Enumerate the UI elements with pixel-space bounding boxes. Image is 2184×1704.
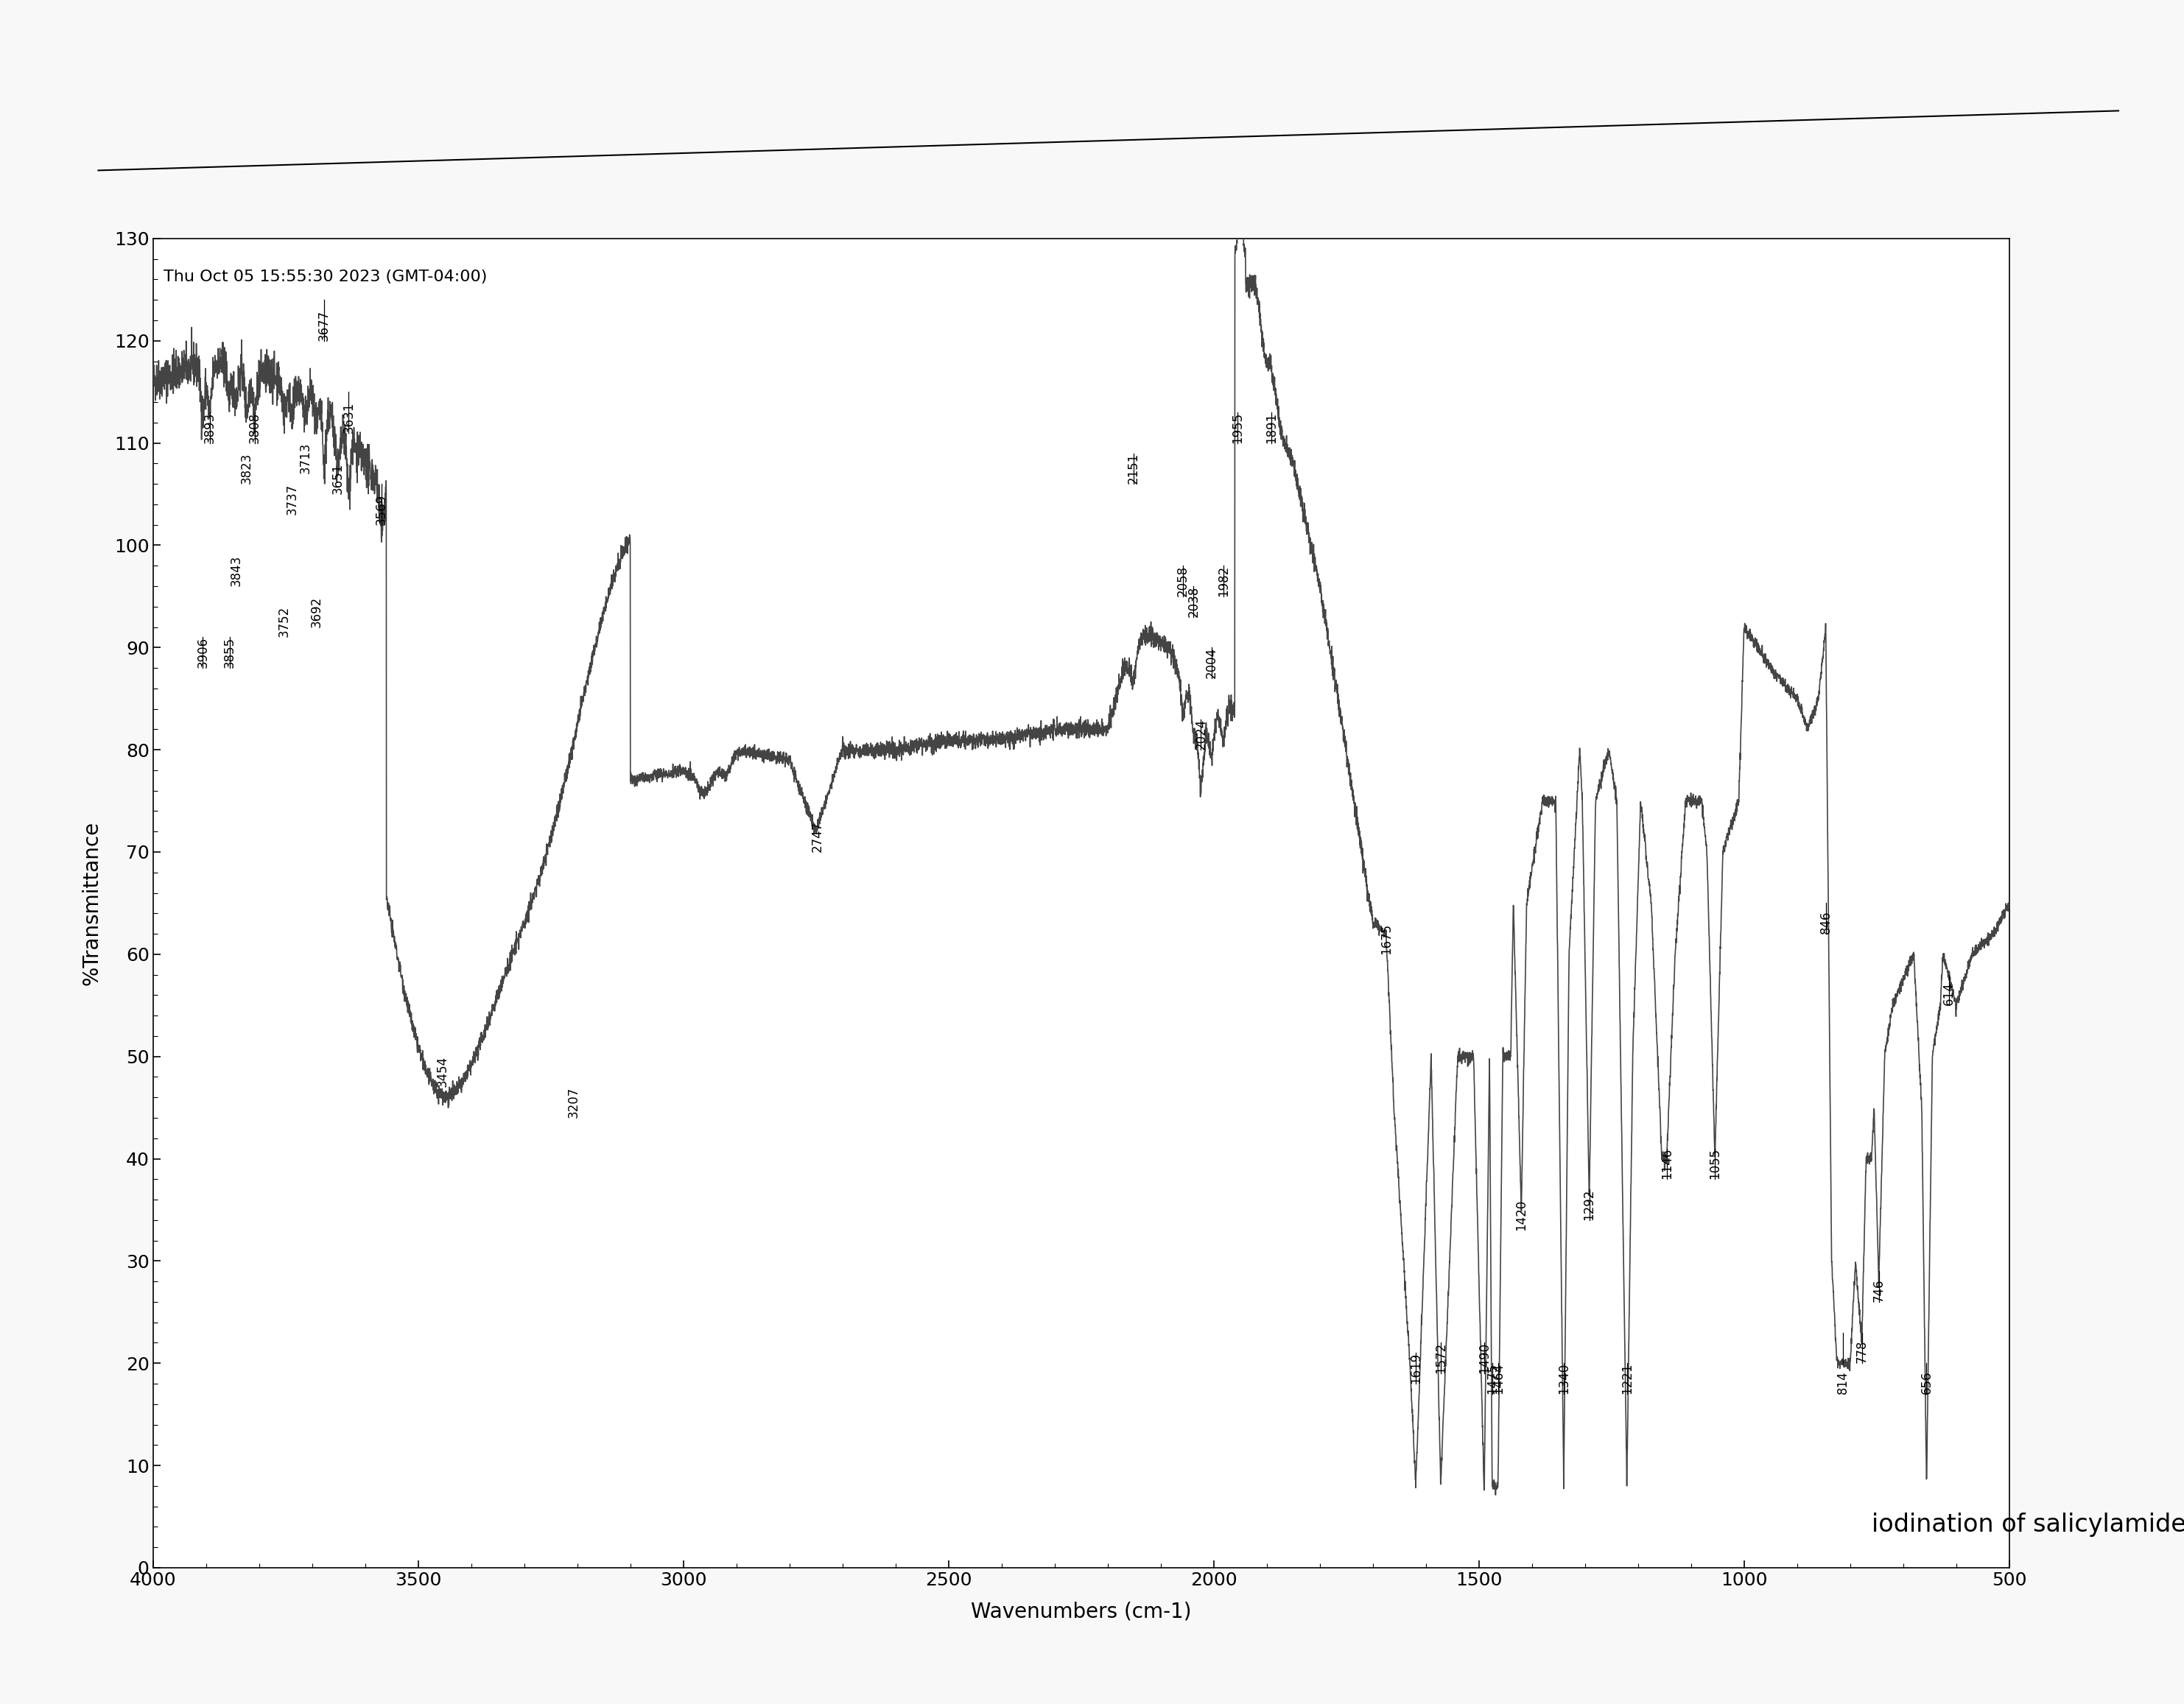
- Text: 3808: 3808: [249, 412, 262, 443]
- Text: 3677: 3677: [317, 310, 330, 341]
- Text: 746: 746: [1872, 1278, 1885, 1302]
- Text: 2058: 2058: [1177, 566, 1190, 596]
- Text: 3906: 3906: [197, 637, 210, 668]
- Text: 2024: 2024: [1195, 719, 1208, 750]
- Text: 846: 846: [1819, 910, 1832, 934]
- Text: 3855: 3855: [223, 637, 236, 668]
- Text: 3843: 3843: [229, 556, 242, 586]
- Text: 3737: 3737: [286, 484, 299, 515]
- Text: 3713: 3713: [299, 443, 312, 474]
- Text: 814: 814: [1837, 1370, 1850, 1394]
- Text: 3651: 3651: [332, 463, 345, 494]
- Text: 2038: 2038: [1186, 586, 1201, 617]
- Text: 1891: 1891: [1265, 412, 1278, 443]
- Text: iodination of salicylamide product IR spectrum: iodination of salicylamide product IR sp…: [1872, 1513, 2184, 1537]
- Text: 3569: 3569: [376, 494, 389, 525]
- Text: 1619: 1619: [1409, 1353, 1422, 1384]
- Text: 1955: 1955: [1232, 412, 1245, 443]
- Text: 2151: 2151: [1127, 453, 1140, 484]
- Text: 1982: 1982: [1216, 566, 1230, 596]
- X-axis label: Wavenumbers (cm-1): Wavenumbers (cm-1): [970, 1602, 1192, 1622]
- Text: 1055: 1055: [1708, 1148, 1721, 1179]
- Text: 1572: 1572: [1435, 1343, 1448, 1373]
- Text: 1475: 1475: [1485, 1363, 1498, 1394]
- Text: 3692: 3692: [310, 596, 323, 627]
- Text: 2747: 2747: [810, 821, 823, 852]
- Text: 614: 614: [1942, 982, 1955, 1005]
- Y-axis label: %Transmittance: %Transmittance: [81, 821, 103, 985]
- Text: Thu Oct 05 15:55:30 2023 (GMT-04:00): Thu Oct 05 15:55:30 2023 (GMT-04:00): [164, 269, 487, 285]
- Text: 3823: 3823: [240, 453, 253, 484]
- Text: 1146: 1146: [1660, 1148, 1673, 1179]
- Text: 778: 778: [1854, 1339, 1870, 1363]
- Text: 3454: 3454: [437, 1056, 450, 1087]
- Text: 1464: 1464: [1492, 1363, 1505, 1394]
- Text: 3752: 3752: [277, 607, 290, 637]
- Text: 3207: 3207: [568, 1087, 581, 1118]
- Text: 1340: 1340: [1557, 1363, 1570, 1394]
- Text: 3631: 3631: [343, 402, 356, 433]
- Text: 2004: 2004: [1206, 648, 1219, 678]
- Text: 656: 656: [1920, 1370, 1933, 1394]
- Text: 1675: 1675: [1380, 924, 1393, 954]
- Text: 1490: 1490: [1479, 1343, 1492, 1373]
- Text: 3893: 3893: [203, 412, 216, 443]
- Text: 1221: 1221: [1621, 1363, 1634, 1394]
- Text: 1420: 1420: [1516, 1200, 1529, 1230]
- Text: 1292: 1292: [1583, 1189, 1597, 1220]
